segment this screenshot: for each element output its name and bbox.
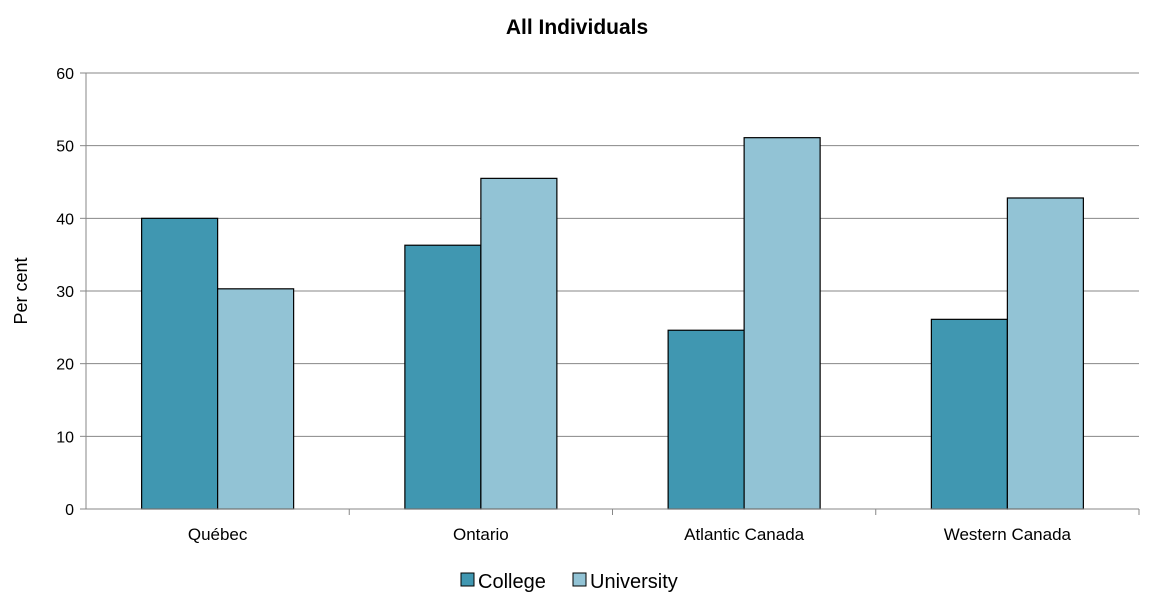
y-tick-label: 20 (56, 357, 74, 374)
axes: 0 10 20 30 40 50 60 Québec Ontario Atlantic Canad… (56, 66, 1140, 544)
legend-swatch-university (572, 572, 587, 587)
y-tick-label: 10 (56, 429, 74, 446)
y-axis-label: Per cent (11, 257, 31, 324)
legend-label-university: University (590, 571, 678, 593)
bar-university (480, 177, 558, 510)
x-tick-label: Ontario (453, 525, 509, 544)
bar-college (667, 329, 745, 510)
bar-college (404, 244, 482, 510)
legend-label-college: College (478, 571, 546, 593)
y-tick-label: 40 (56, 211, 74, 228)
bar-college (141, 217, 219, 510)
y-tick-label: 30 (56, 284, 74, 301)
bar-college (930, 318, 1008, 510)
bar-university (1006, 197, 1084, 510)
chart-title: All Individuals (506, 16, 648, 39)
legend-swatch-college (460, 572, 475, 587)
bar-university (743, 137, 821, 510)
legend: College University (460, 571, 678, 593)
bar-university (217, 288, 295, 510)
y-tick-label: 0 (65, 502, 74, 519)
x-tick-label: Western Canada (944, 525, 1072, 544)
x-tick-label: Québec (188, 525, 248, 544)
bars (141, 137, 1084, 510)
y-tick-label: 60 (56, 66, 74, 83)
x-tick-label: Atlantic Canada (684, 525, 805, 544)
y-tick-label: 50 (56, 139, 74, 156)
